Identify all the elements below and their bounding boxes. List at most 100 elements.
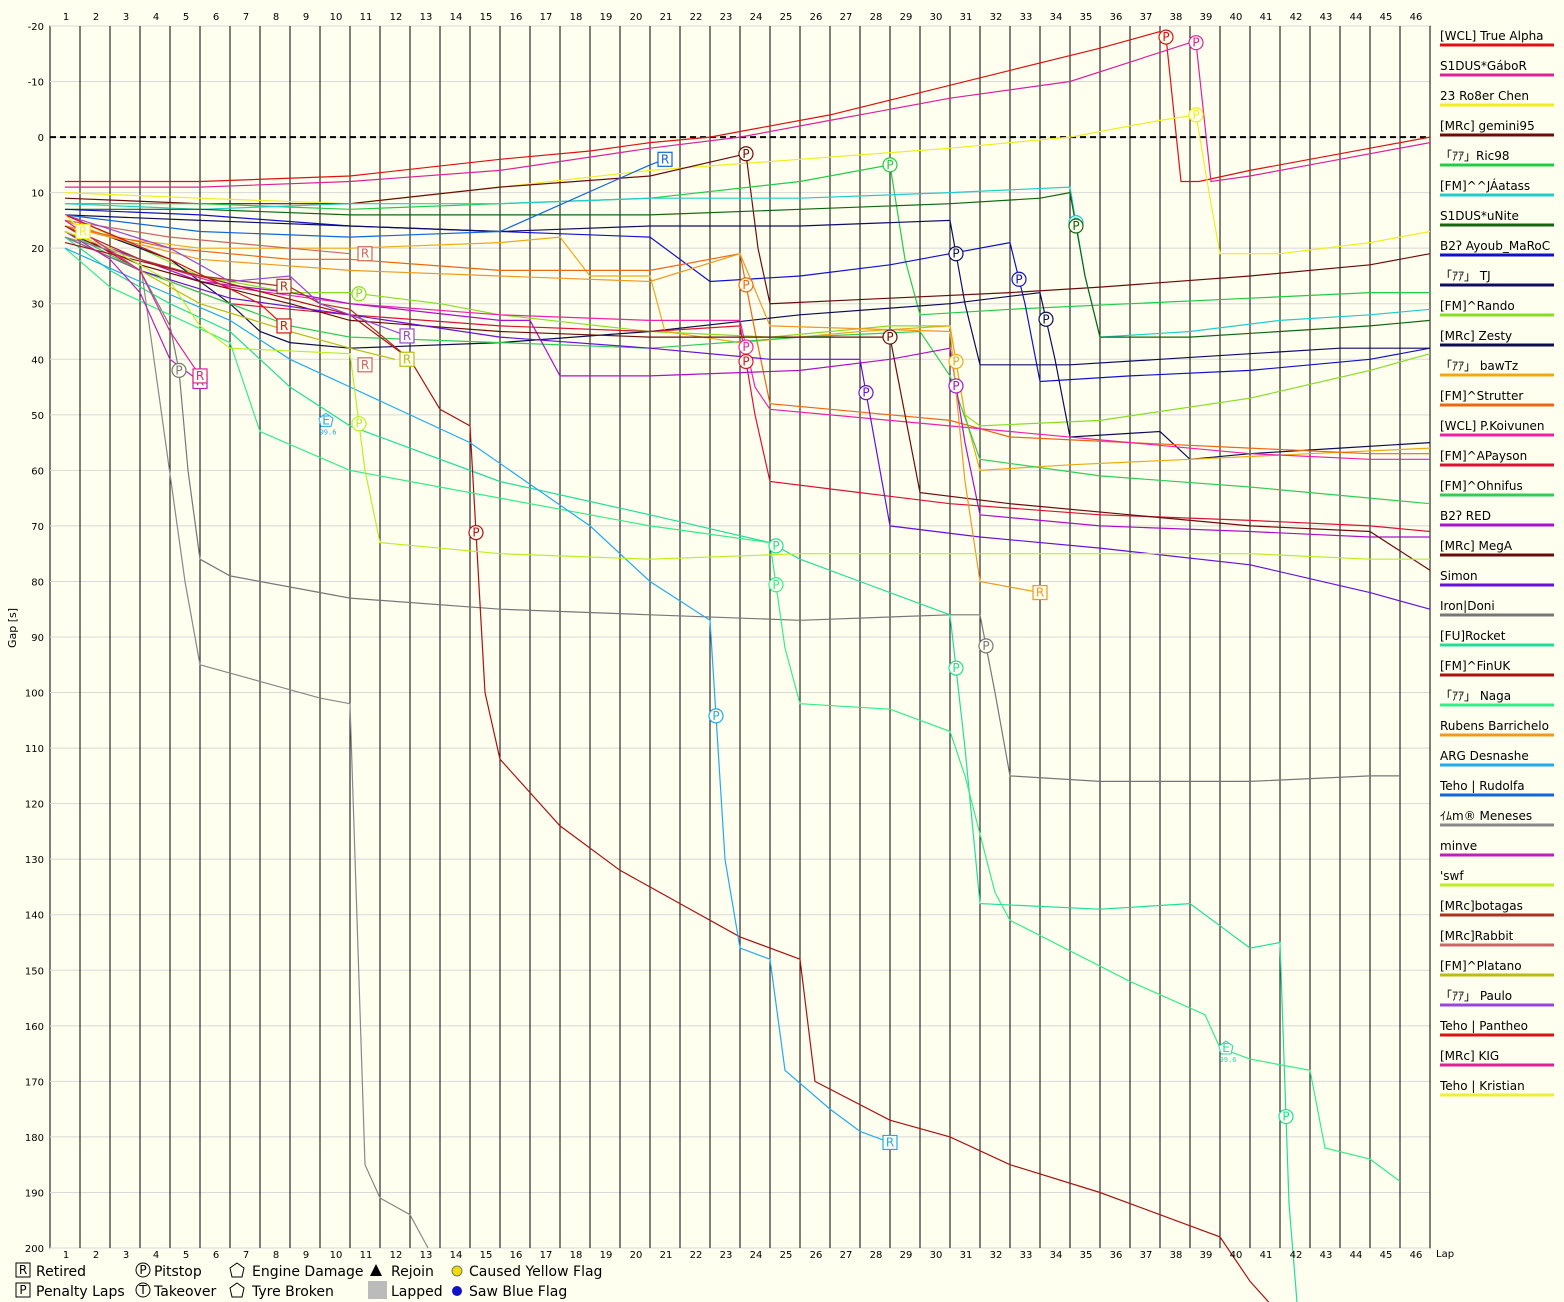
x-tick-label-bottom: 43 [1320, 1250, 1333, 1261]
blue-flag-key-icon [452, 1286, 462, 1296]
x-tick-label-bottom: 15 [480, 1250, 493, 1261]
yellow-flag-key-icon [451, 1265, 463, 1277]
takeover-key-glyph: T [138, 1283, 147, 1297]
pitstop-marker [948, 378, 964, 394]
y-tick-label: 150 [25, 966, 44, 977]
legend-item-label: 「ｱｱ」 Paulo [1440, 989, 1512, 1003]
x-tick-label-top: 35 [1080, 12, 1093, 23]
marker-glyph: P [982, 639, 989, 653]
marker-glyph: P [772, 539, 779, 553]
legend-item-label: 「ｱｱ」 TJ [1440, 269, 1491, 283]
marker-glyph: R [280, 319, 288, 333]
series-line [65, 191, 1431, 338]
marker-glyph: R [661, 152, 669, 166]
legend-item-label: [WCL] P.Koivunen [1440, 419, 1545, 433]
pitstop-marker [468, 524, 484, 541]
x-tick-label-top: 33 [1020, 12, 1033, 23]
engine-damage-value: 99.6 [1220, 1056, 1237, 1064]
series-line [64, 236, 429, 1249]
x-tick-label-top: 11 [360, 12, 373, 23]
series-line [64, 230, 1430, 560]
legend-item-label: [MRc] Zesty [1440, 329, 1512, 343]
axis-layer: -20-100102030405060708090100110120130140… [25, 12, 1422, 1261]
engine-damage-glyph: E [1222, 1041, 1230, 1055]
x-tick-label-bottom: 28 [870, 1250, 883, 1261]
x-tick-label-bottom: 21 [660, 1250, 673, 1261]
pitstop-marker [1278, 1108, 1294, 1125]
takeover-key-icon [135, 1282, 151, 1298]
legend-item-label: 「ｱｱ」Ric98 [1440, 149, 1510, 163]
pitstop-marker [768, 538, 784, 554]
x-tick-label-bottom: 3 [123, 1250, 129, 1261]
legend-item-label: ｲﾑm® Meneses [1440, 809, 1532, 823]
x-tick-label-top: 40 [1230, 12, 1243, 23]
pitstop-marker [948, 246, 964, 262]
marker-glyph: R [403, 329, 411, 343]
pitstop-key-icon [135, 1262, 151, 1278]
x-tick-label-top: 37 [1140, 12, 1153, 23]
x-tick-label-bottom: 46 [1410, 1250, 1423, 1261]
y-tick-label: 180 [25, 1133, 44, 1144]
y-tick-label: -10 [28, 78, 44, 89]
legend-item-label: minve [1440, 839, 1477, 853]
retired-key-glyph: R [19, 1263, 27, 1277]
marker-glyph: P [712, 709, 719, 723]
x-tick-label-bottom: 40 [1230, 1250, 1243, 1261]
x-tick-label-top: 19 [600, 12, 613, 23]
x-tick-label-bottom: 24 [750, 1250, 763, 1261]
x-tick-label-top: 4 [153, 12, 159, 23]
tyre-broken-key-icon [229, 1282, 245, 1298]
x-tick-label-top: 39 [1200, 12, 1213, 23]
series-line [64, 247, 891, 1144]
x-tick-label-top: 27 [840, 12, 853, 23]
retired-marker [357, 357, 373, 373]
x-tick-label-top: 2 [93, 12, 99, 23]
engine-damage-marker [318, 412, 334, 427]
engine-damage-glyph: E [322, 413, 330, 427]
marker-glyph: P [772, 578, 779, 592]
legend-item-label: [MRc] KIG [1440, 1049, 1499, 1063]
marker-glyph: R [886, 1135, 894, 1149]
x-tick-label-bottom: 13 [420, 1250, 433, 1261]
marker-glyph: P [1192, 108, 1199, 122]
retired-marker [657, 151, 673, 167]
x-tick-label-bottom: 7 [243, 1250, 249, 1261]
y-tick-label: 0 [38, 133, 44, 144]
x-tick-label-bottom: 27 [840, 1250, 853, 1261]
marker-glyph: P [1042, 312, 1049, 326]
x-tick-label-top: 21 [660, 12, 673, 23]
legend-item-label: [MRc]Rabbit [1440, 929, 1514, 943]
pitstop-key-glyph: P [139, 1263, 146, 1277]
x-tick-label-top: 30 [930, 12, 943, 23]
x-tick-label-bottom: 19 [600, 1250, 613, 1261]
legend-item-label: [MRc] MegA [1440, 539, 1513, 553]
marker-glyph: P [952, 247, 959, 261]
x-tick-label-bottom: 32 [990, 1250, 1003, 1261]
retired-marker [75, 223, 91, 240]
marker-glyph: P [175, 363, 182, 377]
y-tick-label: 10 [31, 189, 44, 200]
x-tick-label-bottom: 1 [63, 1250, 69, 1261]
marker-layer: PPPPPPPPPPPPPPPPPPPPPPPPPRPRRRPRRRRRRRRE… [75, 29, 1294, 1151]
series-line [64, 225, 1041, 594]
engine-damage-key-label: Engine Damage [252, 1264, 364, 1280]
series-line [65, 30, 1431, 183]
legend: [WCL] True Alpha S1DUS*GáboR 23 Ro8er Chen… [1439, 29, 1554, 1097]
pitstop-marker [858, 385, 874, 401]
series-line [64, 247, 1401, 1182]
retired-marker [192, 368, 208, 384]
pitstop-marker [738, 146, 754, 162]
rejoin-key-label: Rejoin [391, 1264, 434, 1280]
x-tick-label-top: 20 [630, 12, 643, 23]
marker-glyph: R [361, 247, 369, 261]
y-tick-label: 190 [25, 1188, 44, 1199]
x-tick-label-bottom: 26 [810, 1250, 823, 1261]
marker-glyph: P [1162, 30, 1169, 44]
retired-marker [276, 318, 292, 334]
penalty-key-glyph: P [19, 1283, 26, 1297]
x-tick-label-top: 24 [750, 12, 763, 23]
legend-item-label: Simon [1440, 569, 1478, 583]
pitstop-marker [351, 416, 367, 432]
x-tick-label-top: 29 [900, 12, 913, 23]
